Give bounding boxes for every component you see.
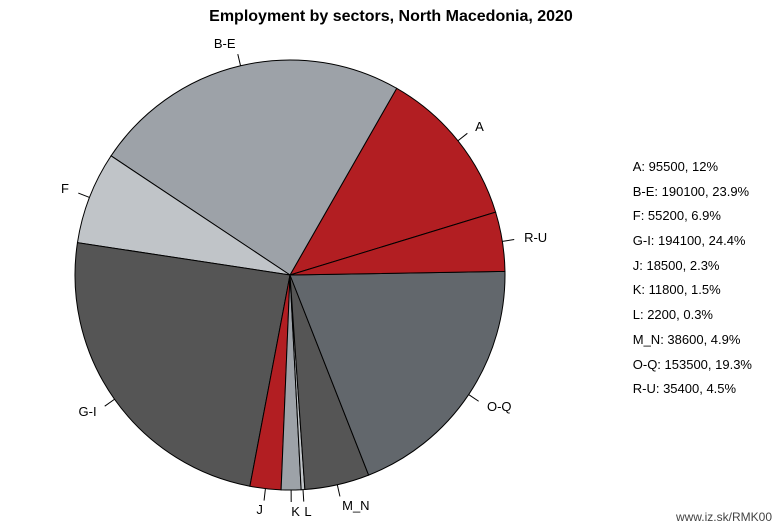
slice-label-R-U: R-U xyxy=(524,230,547,245)
pie-chart xyxy=(50,35,530,515)
chart-title: Employment by sectors, North Macedonia, … xyxy=(0,8,782,26)
chart-container: Employment by sectors, North Macedonia, … xyxy=(0,0,782,532)
source-link[interactable]: www.iz.sk/RMK00 xyxy=(676,510,772,524)
legend-item: J: 18500, 2.3% xyxy=(633,254,752,279)
leader-line xyxy=(78,193,89,197)
slice-label-M_N: M_N xyxy=(342,498,369,513)
leader-line xyxy=(337,485,340,497)
pie-svg xyxy=(50,35,530,515)
slice-label-L: L xyxy=(304,504,311,519)
slice-label-F: F xyxy=(61,181,69,196)
leader-line xyxy=(502,240,514,242)
leader-line xyxy=(238,54,241,66)
slice-label-A: A xyxy=(475,119,484,134)
legend-item: F: 55200, 6.9% xyxy=(633,204,752,229)
slice-label-G-I: G-I xyxy=(79,404,97,419)
slice-label-O-Q: O-Q xyxy=(487,399,512,414)
legend-item: A: 95500, 12% xyxy=(633,155,752,180)
leader-line xyxy=(469,395,479,402)
legend: A: 95500, 12% B-E: 190100, 23.9% F: 5520… xyxy=(633,155,752,402)
leader-line xyxy=(303,490,304,502)
leader-line xyxy=(264,489,265,501)
legend-item: M_N: 38600, 4.9% xyxy=(633,328,752,353)
legend-item: O-Q: 153500, 19.3% xyxy=(633,353,752,378)
leader-line xyxy=(105,399,115,406)
legend-item: R-U: 35400, 4.5% xyxy=(633,377,752,402)
legend-item: K: 11800, 1.5% xyxy=(633,278,752,303)
slice-label-J: J xyxy=(256,502,263,517)
legend-item: L: 2200, 0.3% xyxy=(633,303,752,328)
slice-label-K: K xyxy=(291,504,300,519)
legend-item: B-E: 190100, 23.9% xyxy=(633,180,752,205)
slice-label-B-E: B-E xyxy=(214,36,236,51)
legend-item: G-I: 194100, 24.4% xyxy=(633,229,752,254)
leader-line xyxy=(458,133,467,140)
